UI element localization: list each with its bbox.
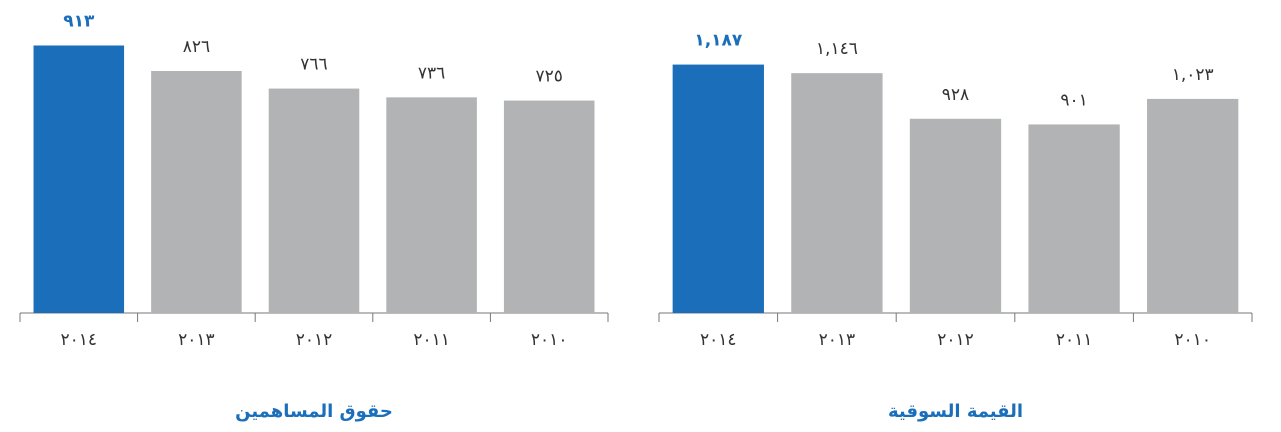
bar (503, 100, 595, 313)
bar (33, 45, 125, 314)
value-label: ٧٣٦ (418, 63, 445, 83)
value-label: ١,٠٢٣ (1172, 65, 1214, 85)
value-label: ٩٠١ (1060, 90, 1087, 110)
bar (386, 97, 477, 314)
bar (1147, 98, 1239, 313)
x-tick-label: ٢٠١٤ (700, 330, 737, 350)
bar (672, 64, 764, 314)
chart-title: القيمة السوقية (888, 401, 1023, 422)
bar (268, 88, 360, 313)
value-label: ٩١٣ (63, 11, 95, 31)
value-label: ١,١٤٦ (816, 39, 858, 59)
value-label: ٧٢٥ (535, 67, 562, 87)
x-tick-label: ٢٠١١ (1056, 330, 1093, 350)
bar (791, 73, 883, 313)
x-tick-label: ٢٠١٣ (819, 330, 856, 350)
x-tick-label: ٢٠١٤ (61, 330, 98, 350)
x-tick-label: ٢٠١٠ (1174, 330, 1211, 350)
x-tick-label: ٢٠١٣ (178, 330, 215, 350)
bar (1028, 124, 1120, 314)
value-label: ٧٦٦ (300, 55, 327, 75)
x-tick-label: ٢٠١٠ (531, 330, 568, 350)
x-tick-label: ٢٠١٢ (937, 330, 974, 350)
value-label: ٩٢٨ (942, 85, 969, 105)
value-label: ٨٢٦ (183, 37, 210, 57)
chart-title: حقوق المساهمين (235, 401, 393, 422)
x-tick-label: ٢٠١٢ (296, 330, 333, 350)
bar (151, 70, 242, 314)
x-tick-label: ٢٠١١ (413, 330, 450, 350)
value-label: ١,١٨٧ (694, 31, 743, 51)
bar (909, 118, 1002, 313)
